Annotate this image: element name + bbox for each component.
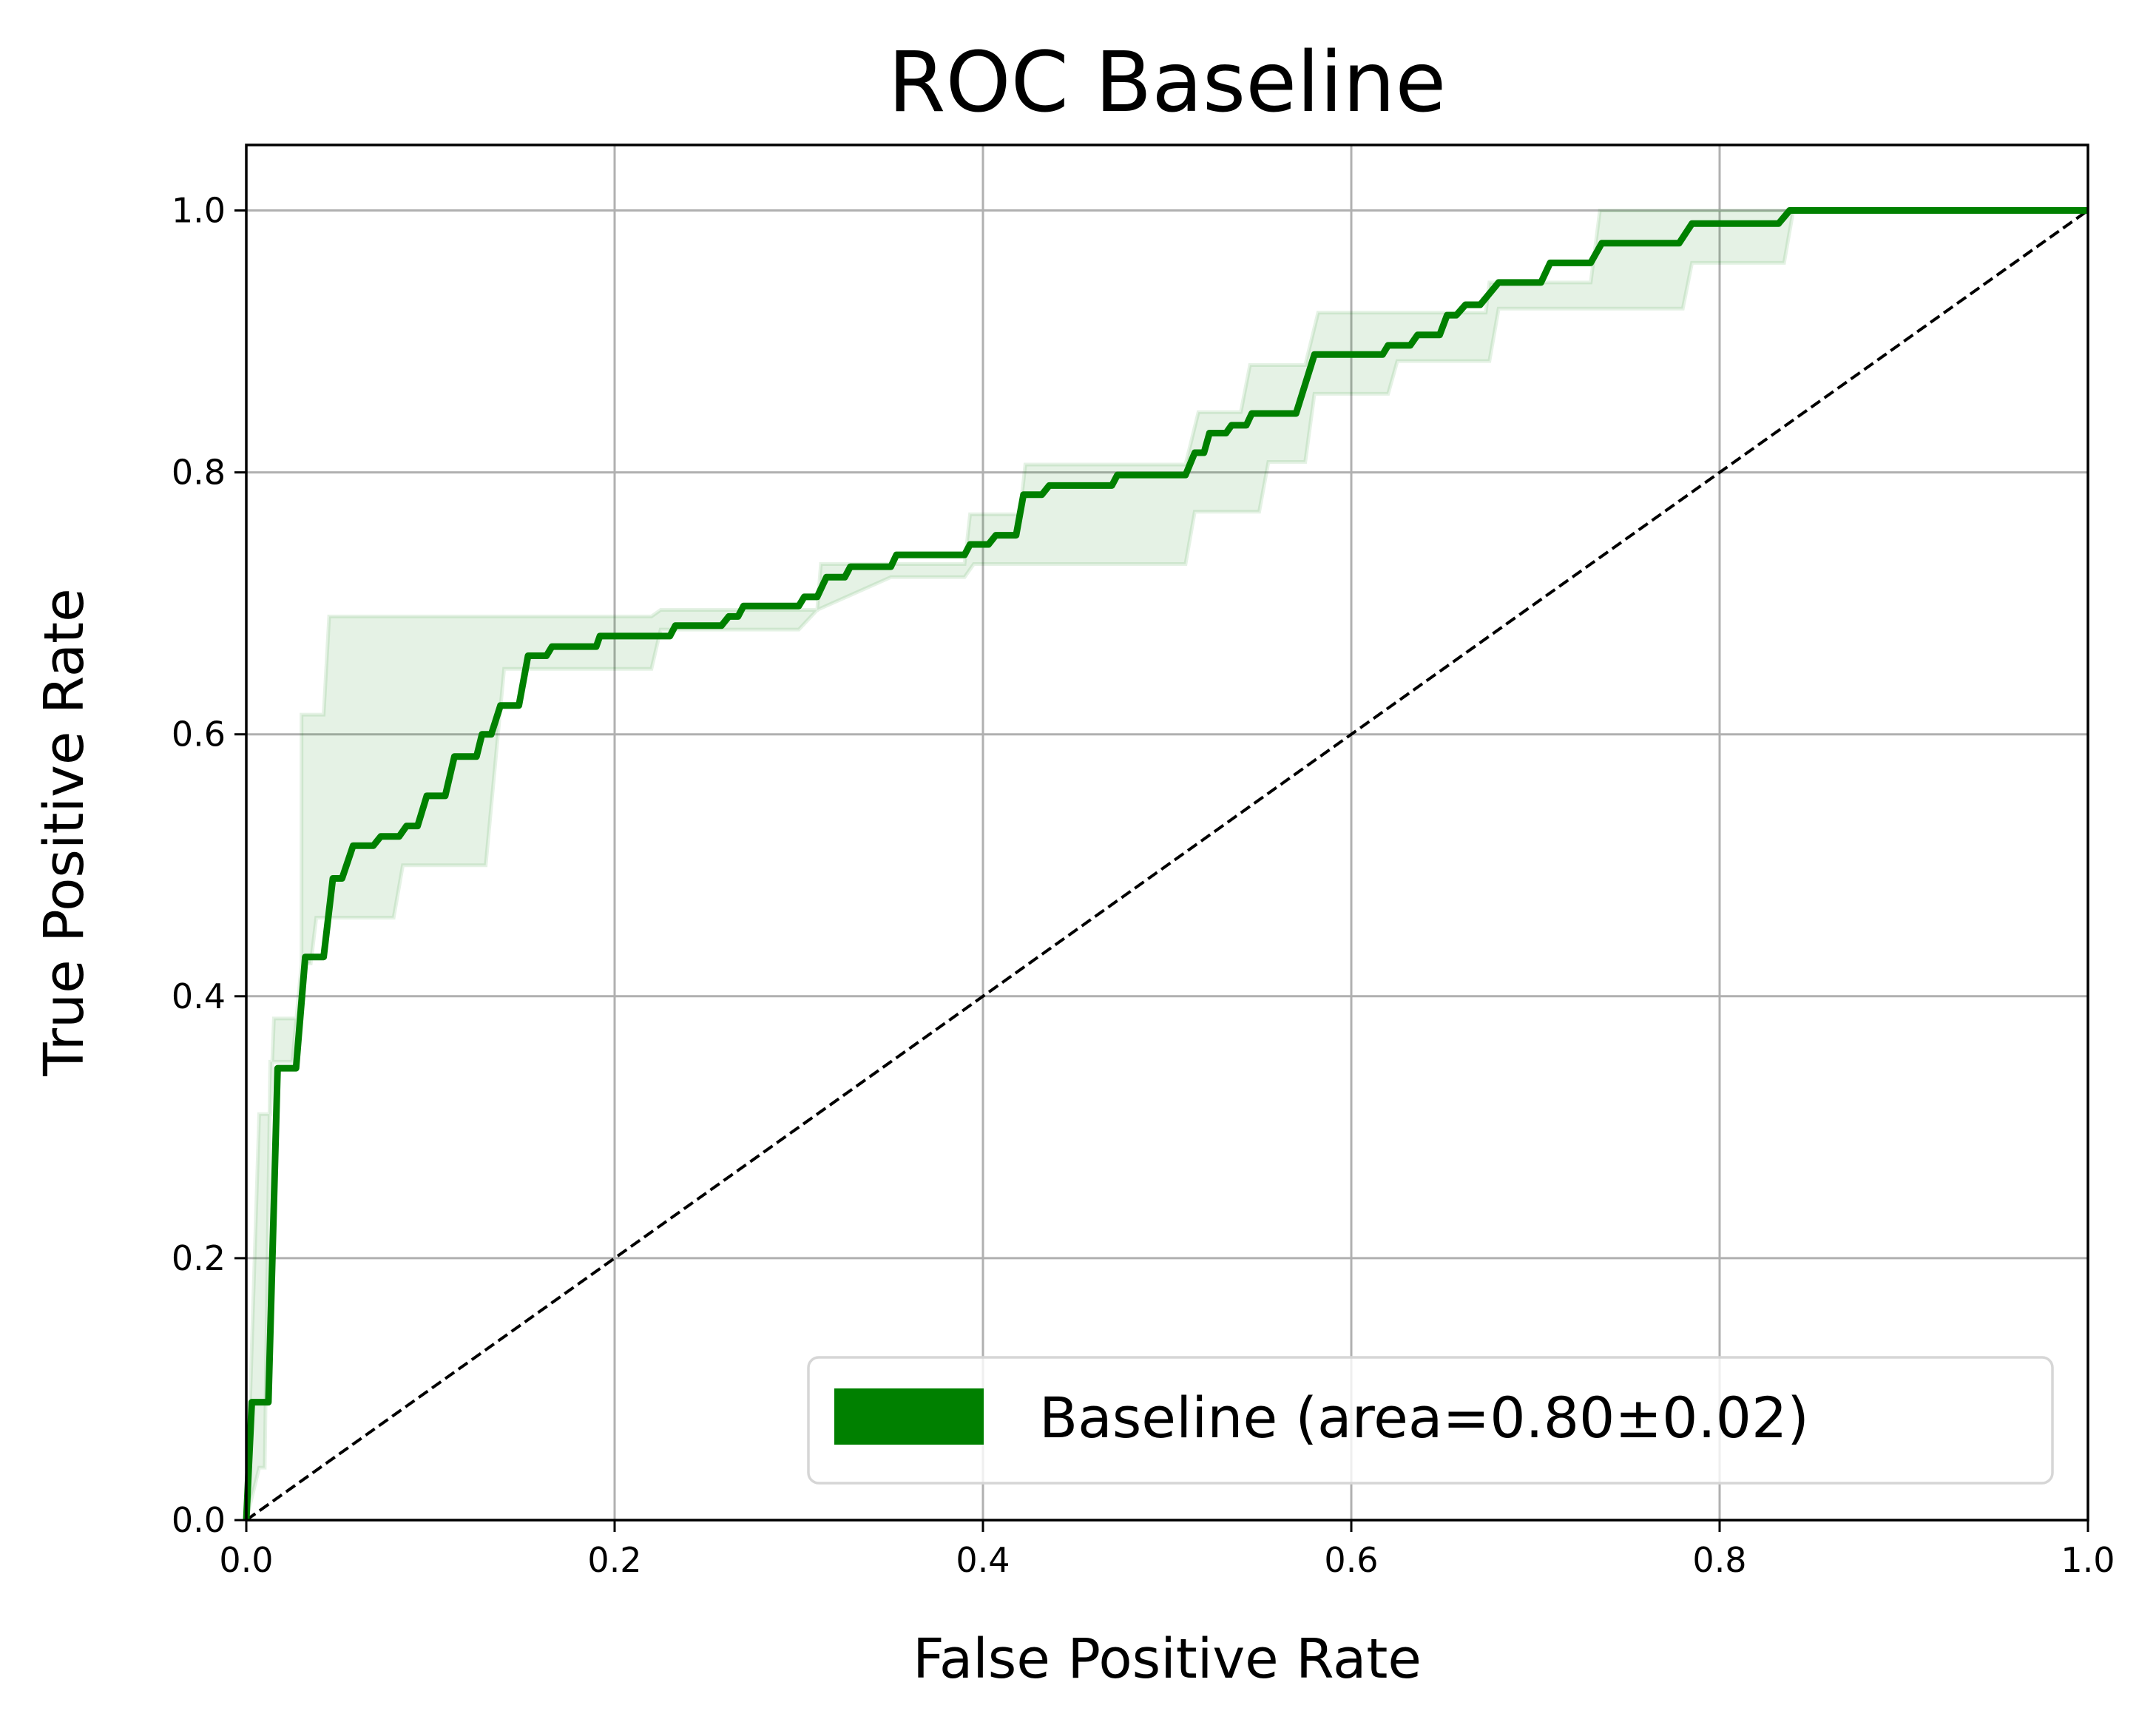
legend-swatch xyxy=(834,1388,984,1445)
ticks-group: 0.0 0.2 0.4 0.6 0.8 1.0 0.0 0.2 0.4 0.6 0.8 1.0 xyxy=(172,191,2115,1580)
x-tick-label: 0.2 xyxy=(587,1540,641,1580)
x-tick-label: 0.8 xyxy=(1692,1540,1746,1580)
x-tick-label: 1.0 xyxy=(2061,1540,2115,1580)
y-tick-label: 0.8 xyxy=(172,453,226,493)
y-tick-label: 0.6 xyxy=(172,715,226,755)
mean-roc-line xyxy=(243,207,2088,1521)
x-tick-label: 0.0 xyxy=(219,1540,273,1580)
x-tick-label: 0.6 xyxy=(1324,1540,1378,1580)
y-tick-label: 0.0 xyxy=(172,1500,226,1540)
y-tick-label: 0.2 xyxy=(172,1238,226,1278)
chance-diagonal-line xyxy=(245,209,2089,1522)
legend-frame xyxy=(807,1356,2054,1485)
x-axis-label: False Positive Rate xyxy=(913,1627,1422,1691)
y-tick-label: 0.4 xyxy=(172,976,226,1016)
y-axis-label: True Positive Rate xyxy=(33,588,96,1076)
legend: Baseline (area=0.80±0.02) xyxy=(807,1356,2054,1485)
lines-group xyxy=(243,207,2089,1522)
x-tick-label: 0.4 xyxy=(956,1540,1010,1580)
y-tick-label: 1.0 xyxy=(172,191,226,231)
axes-frame xyxy=(245,144,2089,1522)
legend-label: Baseline (area=0.80±0.02) xyxy=(1039,1385,1809,1451)
chart-title: ROC Baseline xyxy=(888,35,1447,131)
